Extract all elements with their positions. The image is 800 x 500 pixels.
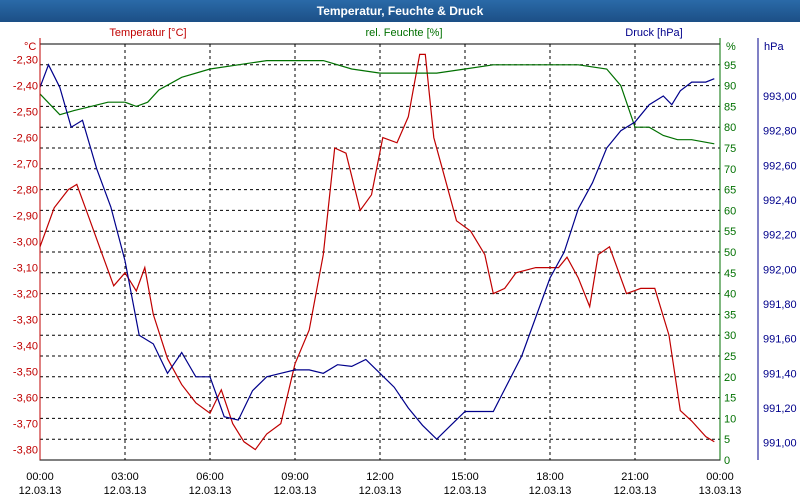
temperature-tick-label: -3,10 [13, 263, 38, 275]
humidity-tick-label: 60 [724, 205, 736, 217]
pressure-tick-label: 991,60 [763, 334, 797, 346]
humidity-tick-label: 35 [724, 309, 736, 321]
temperature-unit-label: °C [24, 41, 36, 53]
humidity-tick-label: 75 [724, 143, 736, 155]
x-tick-time: 09:00 [281, 471, 309, 483]
humidity-tick-label: 95 [724, 60, 736, 72]
temperature-tick-label: -3,00 [13, 237, 38, 249]
chart-title-bar: Temperatur, Feuchte & Druck [0, 0, 800, 22]
humidity-tick-label: 45 [724, 268, 736, 280]
temperature-tick-label: -3,80 [13, 445, 38, 457]
axis-labels: °C % hPa Temperatur [°C] rel. Feuchte [%… [24, 27, 784, 53]
x-tick-date: 12.03.13 [529, 485, 572, 497]
line-chart: °C % hPa Temperatur [°C] rel. Feuchte [%… [13, 27, 797, 497]
temperature-tick-label: -3,40 [13, 341, 38, 353]
pressure-tick-label: 993,00 [763, 91, 797, 103]
x-tick-time: 18:00 [536, 471, 564, 483]
humidity-tick-label: 0 [724, 455, 730, 467]
temperature-tick-label: -2,70 [13, 159, 38, 171]
pressure-tick-label: 991,00 [763, 438, 797, 450]
x-tick-date: 12.03.13 [189, 485, 232, 497]
humidity-unit-label: % [726, 41, 736, 53]
temperature-tick-label: -3,60 [13, 393, 38, 405]
temperature-tick-label: -3,50 [13, 367, 38, 379]
series-line-pressure [39, 63, 715, 441]
pressure-tick-label: 991,20 [763, 403, 797, 415]
humidity-axis-title: rel. Feuchte [%] [365, 27, 442, 39]
x-tick-time: 06:00 [196, 471, 224, 483]
humidity-tick-label: 65 [724, 185, 736, 197]
x-tick-time: 12:00 [366, 471, 394, 483]
temperature-tick-label: -2,40 [13, 81, 38, 93]
x-tick-date: 12.03.13 [274, 485, 317, 497]
series-line-humidity [39, 59, 715, 145]
humidity-tick-label: 85 [724, 101, 736, 113]
x-tick-time: 03:00 [111, 471, 139, 483]
pressure-tick-label: 992,40 [763, 195, 797, 207]
temperature-tick-label: -2,60 [13, 133, 38, 145]
plot-frame [39, 38, 759, 461]
humidity-tick-label: 50 [724, 247, 736, 259]
x-tick-date: 13.03.13 [699, 485, 742, 497]
humidity-tick-label: 40 [724, 289, 736, 301]
temperature-tick-label: -2,50 [13, 107, 38, 119]
temperature-tick-label: -2,30 [13, 55, 38, 67]
pressure-tick-label: 992,80 [763, 126, 797, 138]
chart-title: Temperatur, Feuchte & Druck [316, 4, 484, 18]
humidity-tick-label: 5 [724, 434, 730, 446]
humidity-tick-label: 30 [724, 330, 736, 342]
pressure-unit-label: hPa [764, 41, 784, 53]
x-tick-date: 12.03.13 [614, 485, 657, 497]
temperature-tick-label: -2,80 [13, 185, 38, 197]
temperature-tick-label: -2,90 [13, 211, 38, 223]
x-tick-time: 15:00 [451, 471, 479, 483]
pressure-tick-label: 991,80 [763, 299, 797, 311]
x-tick-date: 12.03.13 [19, 485, 62, 497]
pressure-tick-label: 992,00 [763, 264, 797, 276]
pressure-tick-label: 991,40 [763, 368, 797, 380]
x-tick-date: 12.03.13 [104, 485, 147, 497]
series-lines [39, 53, 715, 451]
series-line-temperature [39, 53, 715, 451]
pressure-tick-label: 992,20 [763, 230, 797, 242]
humidity-tick-label: 90 [724, 81, 736, 93]
temperature-tick-label: -3,70 [13, 419, 38, 431]
x-tick-time: 00:00 [706, 471, 734, 483]
humidity-tick-label: 55 [724, 226, 736, 238]
humidity-tick-label: 25 [724, 351, 736, 363]
pressure-axis-title: Druck [hPa] [625, 27, 682, 39]
tick-labels: 00:00 12.03.13 03:00 12.03.13 06:00 12.03.13 0… [13, 55, 797, 497]
humidity-tick-label: 20 [724, 372, 736, 384]
x-tick-date: 12.03.13 [359, 485, 402, 497]
grid-lines [39, 44, 721, 461]
humidity-tick-label: 70 [724, 164, 736, 176]
temperature-axis-title: Temperatur [°C] [109, 27, 186, 39]
humidity-tick-label: 80 [724, 122, 736, 134]
x-tick-time: 00:00 [26, 471, 54, 483]
x-tick-time: 21:00 [621, 471, 649, 483]
humidity-tick-label: 10 [724, 413, 736, 425]
x-tick-date: 12.03.13 [444, 485, 487, 497]
temperature-tick-label: -3,30 [13, 315, 38, 327]
humidity-tick-label: 15 [724, 393, 736, 405]
temperature-tick-label: -3,20 [13, 289, 38, 301]
pressure-tick-label: 992,60 [763, 160, 797, 172]
